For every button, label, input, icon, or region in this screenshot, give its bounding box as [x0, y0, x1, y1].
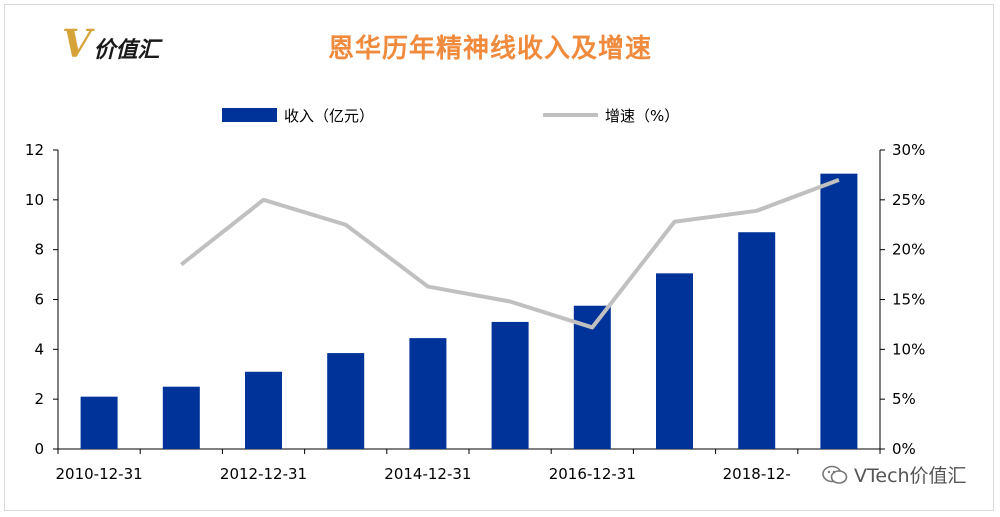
revenue-bar — [245, 371, 282, 449]
legend-bar-label: 收入（亿元） — [284, 107, 374, 125]
left-tick-label: 8 — [34, 241, 44, 259]
left-tick-label: 0 — [34, 440, 44, 458]
right-tick-label: 30% — [892, 141, 925, 159]
growth-line — [180, 178, 840, 330]
right-tick-label: 5% — [892, 390, 916, 408]
x-tick-label: 2010-12-31 — [56, 465, 143, 483]
revenue-bar — [820, 173, 858, 449]
revenue-bar — [327, 353, 365, 449]
revenue-bar — [738, 232, 776, 449]
legend-line-label: 增速（%） — [605, 107, 679, 125]
right-tick-label: 20% — [892, 241, 925, 259]
revenue-bar — [491, 321, 529, 449]
logo-text: 价值汇 — [93, 38, 160, 63]
left-tick-label: 6 — [34, 291, 44, 309]
right-tick-label: 0% — [892, 440, 916, 458]
left-tick-label: 10 — [25, 191, 44, 209]
right-tick-label: 10% — [892, 340, 925, 358]
logo-mark: V — [62, 21, 92, 66]
revenue-bar — [656, 273, 693, 449]
logo: V 价值汇 — [62, 22, 160, 66]
left-tick-label: 12 — [25, 141, 44, 159]
x-tick-label: 2014-12-31 — [384, 465, 471, 483]
x-tick-label: 2018-12- — [723, 465, 791, 483]
revenue-bar — [80, 396, 118, 449]
right-tick-label: 25% — [892, 191, 925, 209]
x-tick-label: 2012-12-31 — [220, 465, 307, 483]
right-tick-label: 15% — [892, 291, 925, 309]
legend-bar-swatch — [222, 108, 277, 122]
chart-title: 恩华历年精神线收入及增速 — [327, 34, 652, 64]
revenue-bar — [409, 338, 447, 449]
wechat-icon — [822, 465, 848, 484]
watermark-text: VTech价值汇 — [854, 465, 967, 487]
left-tick-label: 4 — [34, 340, 44, 358]
watermark: VTech价值汇 — [822, 461, 967, 488]
x-tick-label: 2016-12-31 — [549, 465, 636, 483]
left-tick-label: 2 — [34, 390, 44, 408]
revenue-bar — [162, 386, 200, 449]
revenue-bar — [573, 305, 611, 449]
